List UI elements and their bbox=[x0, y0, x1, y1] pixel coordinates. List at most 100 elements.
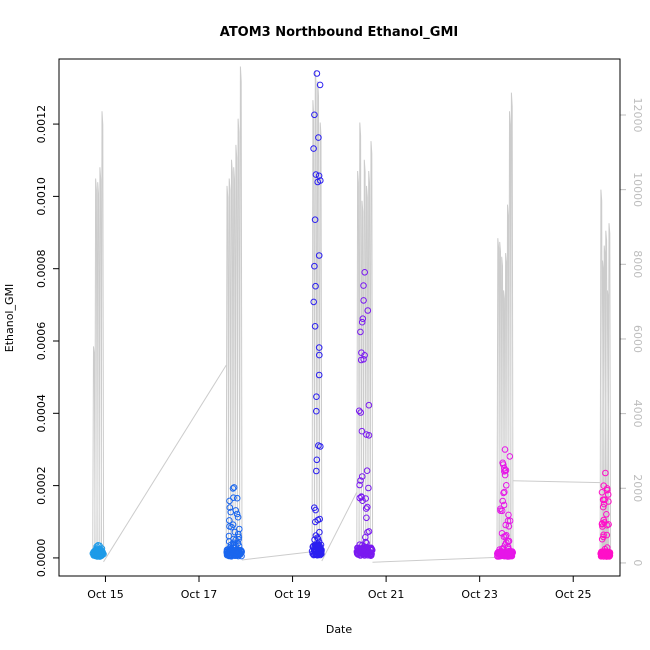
altitude-connector bbox=[512, 480, 601, 484]
data-point bbox=[312, 518, 319, 526]
axes-layer: Oct 15 Oct 17 Oct 19 Oct 21 Oct 23 Oct 25 0.00… bbox=[35, 97, 644, 601]
data-point bbox=[310, 145, 317, 152]
data-point bbox=[315, 252, 323, 259]
data-point bbox=[357, 328, 364, 336]
data-point bbox=[506, 453, 514, 460]
data-point bbox=[502, 532, 509, 540]
data-point bbox=[367, 551, 375, 558]
data-point bbox=[598, 535, 606, 543]
data-point-max bbox=[230, 484, 238, 491]
data-point bbox=[234, 530, 242, 538]
data-point bbox=[501, 471, 509, 479]
data-point bbox=[311, 504, 318, 512]
data-point bbox=[503, 539, 510, 546]
data-point bbox=[506, 550, 514, 557]
data-point bbox=[312, 532, 320, 539]
data-point-max bbox=[501, 446, 509, 453]
flight-points bbox=[89, 542, 107, 560]
y-left-tick-label: 0.0004 bbox=[35, 394, 48, 433]
data-point bbox=[500, 501, 508, 509]
data-point bbox=[317, 443, 324, 450]
data-point bbox=[364, 529, 371, 536]
data-point bbox=[504, 543, 512, 551]
y-left-tick-label: 0.0006 bbox=[35, 322, 48, 361]
data-point bbox=[315, 344, 323, 351]
data-point bbox=[363, 431, 370, 438]
data-point bbox=[605, 550, 612, 557]
data-point bbox=[312, 282, 319, 290]
data-point bbox=[358, 493, 365, 500]
data-point bbox=[499, 497, 507, 505]
data-point bbox=[358, 427, 366, 435]
data-point bbox=[315, 134, 322, 141]
altitude-connector bbox=[241, 551, 313, 561]
data-point bbox=[363, 514, 370, 522]
altitude-profile bbox=[225, 66, 243, 558]
data-point bbox=[225, 532, 233, 540]
data-point bbox=[360, 282, 367, 289]
x-axis-label: Date bbox=[326, 623, 353, 636]
y-left-tick-label: 0.0010 bbox=[35, 177, 48, 216]
y-left-tick-label: 0.0012 bbox=[35, 105, 48, 144]
y-right-tick-label: 0 bbox=[631, 559, 644, 566]
data-point bbox=[312, 545, 319, 553]
data-point-max bbox=[94, 542, 102, 549]
altitude-profile bbox=[92, 111, 105, 558]
y-axis-label: Ethanol_GMI bbox=[3, 284, 16, 353]
data-point bbox=[360, 297, 367, 304]
data-point bbox=[226, 504, 234, 511]
data-point bbox=[313, 467, 320, 475]
data-point bbox=[505, 523, 513, 530]
y-right-tick-label: 8000 bbox=[631, 250, 644, 278]
data-point bbox=[603, 511, 610, 518]
y-left-tick-label: 0.0002 bbox=[35, 466, 48, 505]
data-point bbox=[599, 523, 606, 530]
data-point bbox=[501, 488, 508, 496]
data-point bbox=[96, 549, 104, 557]
flight-points bbox=[597, 469, 614, 560]
data-point bbox=[358, 318, 366, 326]
data-point bbox=[364, 307, 372, 314]
data-point bbox=[497, 507, 504, 515]
altitude-connector bbox=[321, 491, 358, 562]
altitude-layer bbox=[92, 66, 612, 563]
data-point bbox=[604, 491, 612, 498]
data-point bbox=[501, 468, 508, 475]
data-point bbox=[311, 111, 318, 119]
data-point bbox=[497, 548, 505, 555]
plot-frame bbox=[58, 58, 621, 577]
data-point bbox=[358, 349, 365, 357]
data-point bbox=[311, 216, 319, 223]
data-point bbox=[311, 323, 319, 330]
data-point bbox=[231, 528, 239, 536]
data-point bbox=[599, 503, 607, 511]
x-tick-label: Oct 19 bbox=[274, 588, 311, 601]
flight-points bbox=[308, 70, 325, 559]
data-point bbox=[601, 550, 609, 557]
data-point bbox=[230, 544, 238, 551]
data-point bbox=[603, 531, 611, 539]
chart-title: ATOM3 Northbound Ethanol_GMI bbox=[220, 25, 458, 40]
data-point bbox=[234, 513, 242, 521]
data-point bbox=[365, 401, 373, 409]
data-point bbox=[316, 528, 323, 536]
data-point bbox=[365, 432, 373, 439]
data-point bbox=[226, 523, 233, 530]
data-point bbox=[355, 407, 363, 415]
data-point bbox=[604, 486, 611, 494]
x-tick-label: Oct 21 bbox=[368, 588, 405, 601]
data-point bbox=[359, 497, 366, 505]
data-point bbox=[500, 489, 507, 497]
y-right-tick-label: 2000 bbox=[631, 474, 644, 502]
data-point bbox=[229, 521, 237, 529]
data-point bbox=[365, 484, 372, 492]
data-point bbox=[601, 519, 608, 526]
data-point bbox=[98, 547, 105, 555]
data-point-max bbox=[313, 70, 321, 77]
points-layer bbox=[89, 70, 614, 560]
data-point bbox=[311, 262, 318, 270]
data-point bbox=[313, 393, 320, 401]
x-tick-label: Oct 25 bbox=[555, 588, 592, 601]
flight-points bbox=[223, 484, 245, 560]
